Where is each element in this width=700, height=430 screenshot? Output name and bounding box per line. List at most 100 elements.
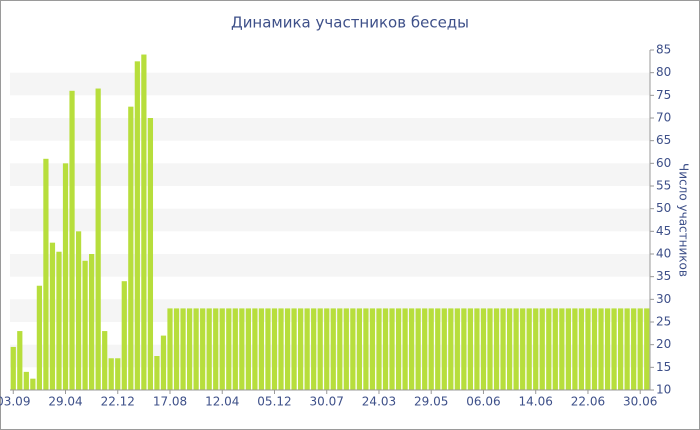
x-tick-label: 14.06	[519, 395, 553, 409]
x-tick-label: 29.05	[414, 395, 448, 409]
bar	[467, 308, 474, 390]
bar	[644, 308, 650, 390]
bar	[441, 308, 447, 390]
y-tick-label: 10	[656, 383, 671, 397]
bar	[493, 308, 500, 390]
y-tick-label: 55	[656, 179, 671, 193]
bar	[219, 308, 225, 390]
bar	[559, 308, 565, 390]
bar	[23, 371, 29, 390]
bar	[526, 308, 532, 390]
y-tick-label: 85	[656, 43, 671, 57]
grid-band	[10, 118, 650, 141]
x-tick-label: 17.08	[153, 395, 187, 409]
x-tick-label: 24.03	[362, 395, 396, 409]
bar	[637, 308, 643, 390]
bar	[252, 308, 258, 390]
bar	[428, 308, 434, 390]
bar	[102, 331, 108, 390]
x-tick-label: 29.04	[48, 395, 82, 409]
bar	[448, 308, 454, 390]
bar	[382, 308, 389, 390]
bar	[565, 308, 571, 390]
x-tick-label: 06.06	[466, 395, 500, 409]
x-tick-label: 12.04	[205, 395, 239, 409]
bar	[461, 308, 467, 390]
bar	[343, 308, 349, 390]
y-tick-label: 40	[656, 247, 671, 261]
bar	[258, 308, 265, 390]
bar	[62, 163, 69, 390]
bar	[56, 251, 62, 390]
bar	[337, 308, 343, 390]
y-tick-label: 70	[656, 111, 671, 125]
bar	[311, 308, 317, 390]
bar	[435, 308, 441, 390]
bar	[604, 308, 611, 390]
y-tick-label: 20	[656, 337, 671, 351]
bar	[75, 231, 82, 390]
bar	[213, 308, 219, 390]
x-tick-label: 03.09	[0, 395, 30, 409]
x-tick-label: 30.07	[310, 395, 344, 409]
grid-band	[10, 254, 650, 277]
bar	[572, 308, 578, 390]
bar	[115, 358, 121, 390]
bar	[454, 308, 460, 390]
bar	[474, 308, 480, 390]
bar	[291, 308, 297, 390]
bar	[631, 308, 637, 390]
bar	[533, 308, 539, 390]
bar	[480, 308, 487, 390]
bar	[363, 308, 369, 390]
y-tick-label: 25	[656, 315, 671, 329]
bar	[154, 356, 160, 390]
bar	[506, 308, 513, 390]
bar	[17, 331, 23, 390]
bar	[402, 308, 408, 390]
bar	[520, 308, 526, 390]
y-tick-label: 35	[656, 269, 671, 283]
y-tick-label: 60	[656, 156, 671, 170]
bar	[271, 308, 278, 390]
grid-band	[10, 72, 650, 96]
y-tick-label: 45	[656, 224, 671, 238]
bar	[95, 88, 101, 391]
bar	[239, 308, 245, 390]
bar	[369, 308, 376, 390]
y-tick-label: 50	[656, 201, 671, 215]
bar	[206, 308, 212, 390]
bar	[624, 308, 630, 390]
bar	[578, 308, 585, 390]
bar	[350, 308, 356, 390]
x-tick-label: 30.06	[623, 395, 657, 409]
y-tick-label: 15	[656, 360, 671, 374]
y-tick-label: 75	[656, 88, 671, 102]
bar	[108, 358, 114, 390]
bar	[82, 260, 88, 390]
bar	[121, 281, 127, 390]
bar	[330, 308, 336, 390]
bar	[147, 118, 154, 390]
grid-band	[10, 163, 650, 186]
bar	[245, 308, 251, 390]
x-tick-label: 05.12	[257, 395, 291, 409]
bar	[173, 308, 180, 390]
bar	[298, 308, 304, 390]
bar	[278, 308, 284, 390]
y-axis-label: Число участников	[677, 163, 691, 277]
bar	[141, 54, 147, 391]
bar	[376, 308, 382, 390]
bar	[317, 308, 323, 390]
bar	[618, 308, 624, 390]
bar	[30, 378, 36, 390]
bar	[160, 335, 167, 390]
grid-band	[10, 208, 650, 232]
bar	[611, 308, 617, 390]
x-tick-label: 22.12	[101, 395, 135, 409]
bar	[167, 308, 173, 390]
bar	[395, 308, 402, 390]
bar	[69, 90, 75, 391]
x-tick-label: 22.06	[571, 395, 605, 409]
